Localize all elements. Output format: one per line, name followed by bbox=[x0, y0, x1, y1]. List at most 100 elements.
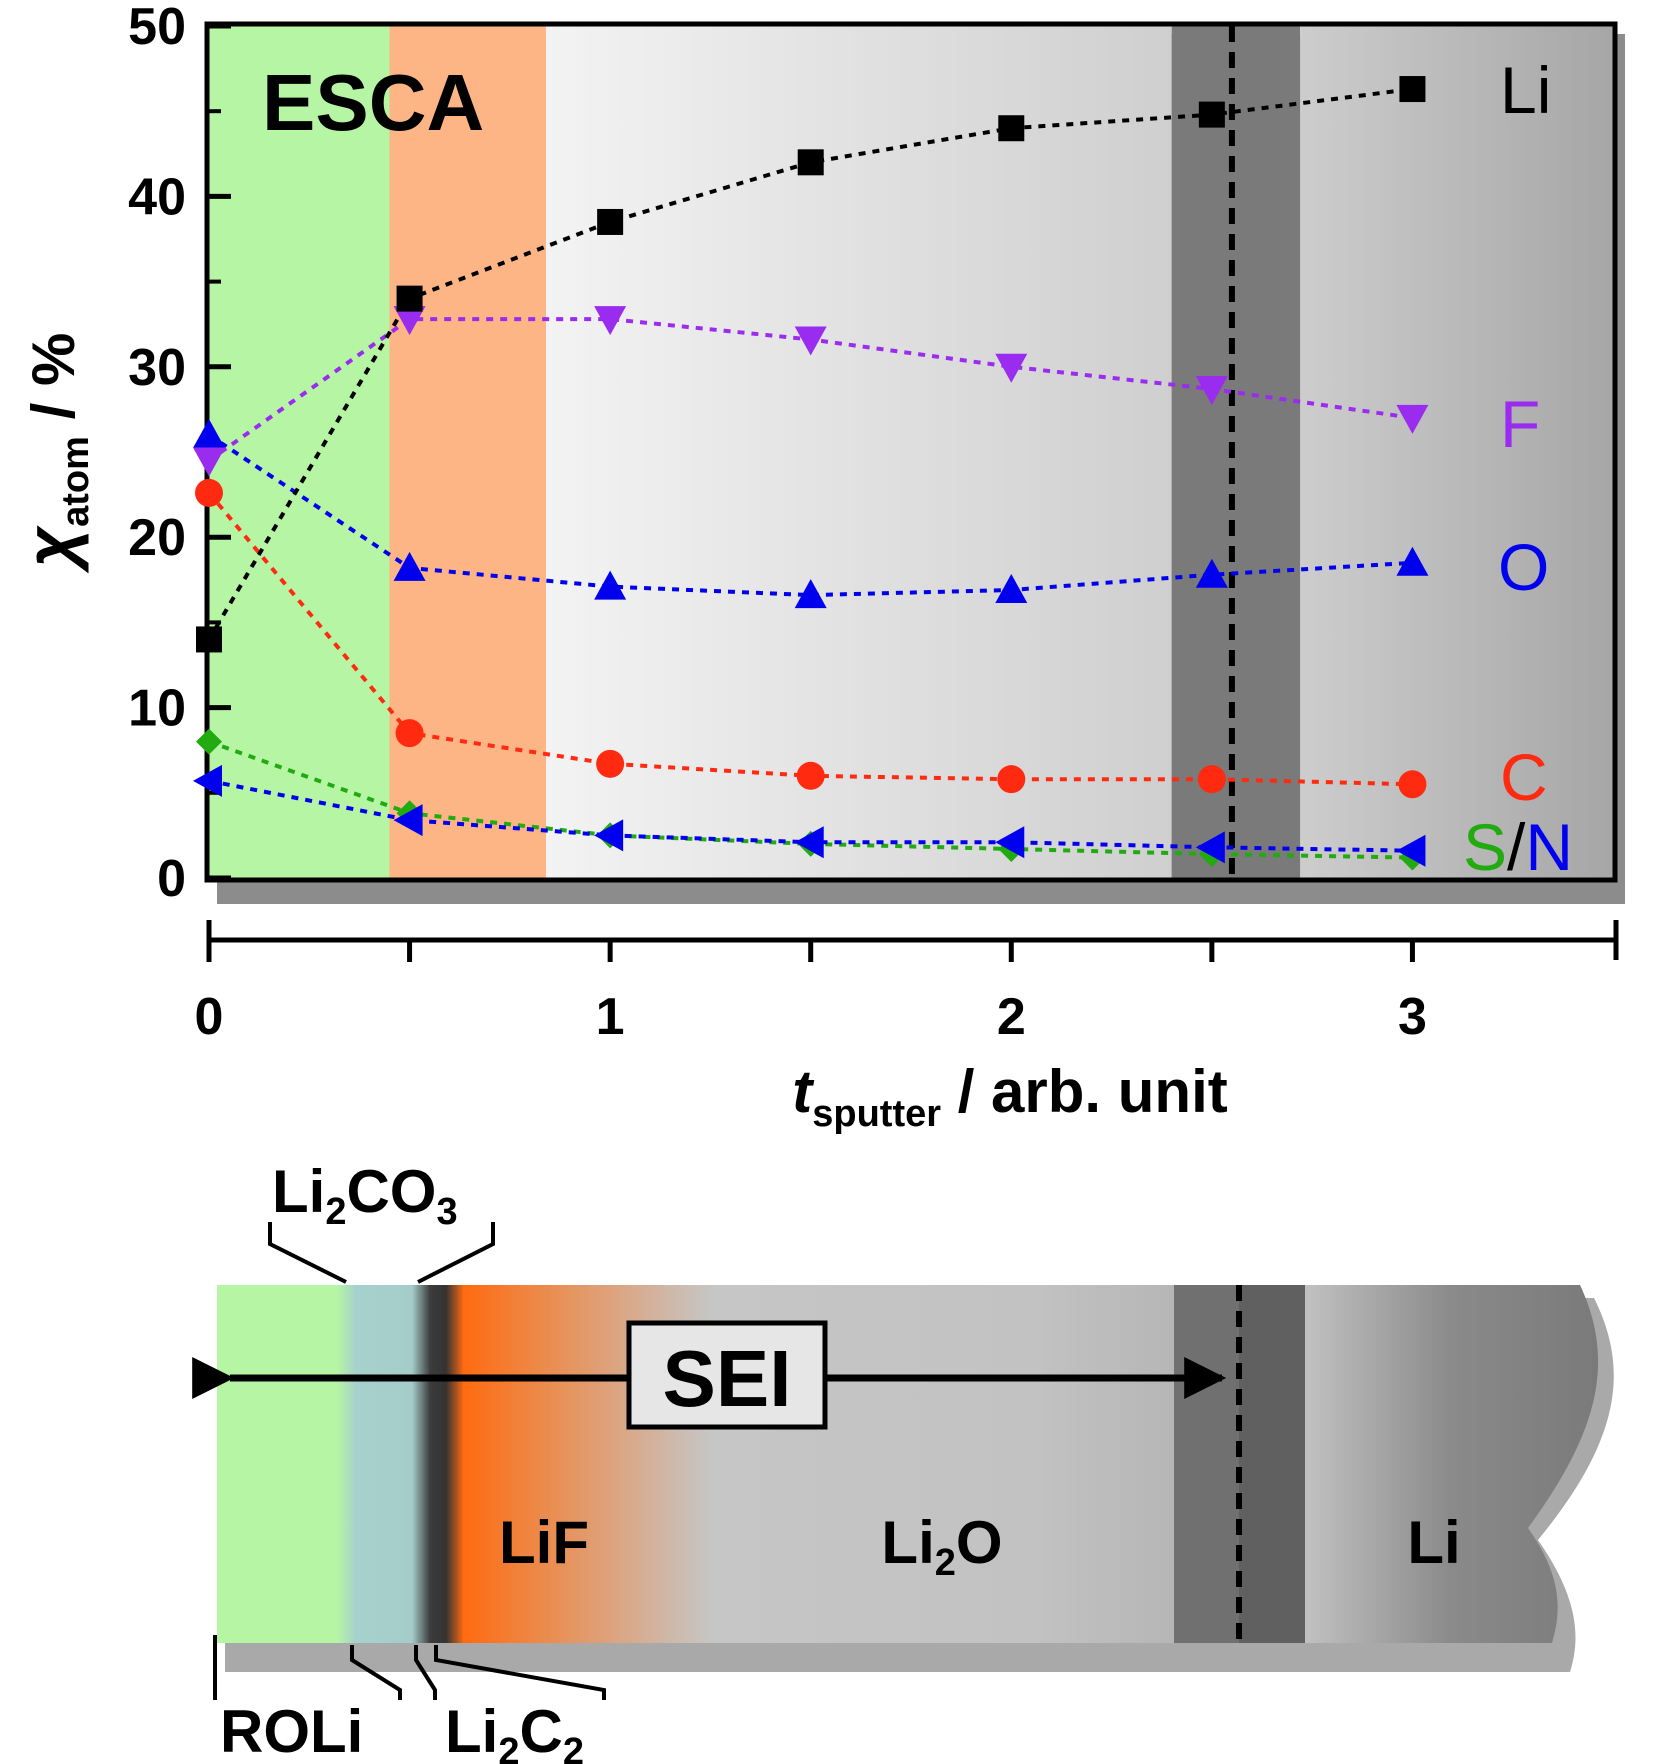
series-label-li: Li bbox=[1500, 53, 1551, 127]
li2c2-label-a: Li bbox=[445, 1698, 498, 1764]
series-label-s: S bbox=[1463, 810, 1507, 884]
x-axis-title-rest: / arb. unit bbox=[941, 1058, 1228, 1125]
sei-label: SEI bbox=[663, 1334, 792, 1423]
data-point-n bbox=[193, 764, 222, 797]
data-point-c bbox=[596, 749, 625, 778]
layer-label-lif: LiF bbox=[499, 1509, 589, 1576]
data-point-s bbox=[196, 728, 222, 755]
y-axis-title-rest: / % bbox=[20, 333, 87, 436]
data-point-o bbox=[794, 579, 827, 609]
y-axis-title: χatom / % bbox=[11, 333, 97, 575]
data-point-n bbox=[1396, 834, 1426, 867]
data-point-n bbox=[794, 826, 824, 859]
region-lif-li2o bbox=[545, 26, 1172, 878]
data-point-c bbox=[195, 478, 223, 507]
y-axis: 0 10 20 30 40 50 bbox=[128, 0, 231, 908]
data-point-f bbox=[794, 326, 827, 356]
data-point-f bbox=[1396, 404, 1429, 434]
layer-li2c2 bbox=[412, 1285, 464, 1643]
data-point-f bbox=[1195, 375, 1228, 405]
x-tick-label: 1 bbox=[596, 988, 625, 1046]
data-point-f bbox=[594, 306, 627, 336]
series-labels: Li F O C S/N bbox=[1463, 53, 1573, 884]
data-point-li bbox=[396, 285, 423, 312]
esca-chart: 0 10 20 30 40 50 0 1 2 3 ESCA Li F O C S/N χatom… bbox=[11, 0, 1625, 1135]
layer-label-li: Li bbox=[1407, 1509, 1460, 1576]
data-point-c bbox=[1398, 770, 1427, 799]
layer-li-metal bbox=[1305, 1285, 1599, 1643]
series-label-s-n: S/N bbox=[1463, 810, 1573, 884]
data-point-c bbox=[997, 765, 1026, 794]
x-tick-label: 3 bbox=[1398, 988, 1427, 1046]
data-point-li bbox=[797, 149, 824, 176]
data-point-n bbox=[995, 826, 1025, 859]
region-li2co3 bbox=[389, 26, 546, 878]
data-point-li bbox=[1399, 76, 1426, 103]
data-point-c bbox=[1197, 765, 1226, 794]
series-label-o: O bbox=[1498, 530, 1549, 604]
li2c2-label: Li2C2 bbox=[445, 1698, 584, 1764]
series-label-f: F bbox=[1500, 387, 1540, 461]
data-point-li bbox=[196, 626, 222, 653]
region-li bbox=[1300, 26, 1613, 878]
series-label-n: N bbox=[1525, 810, 1573, 884]
sei-label-box bbox=[626, 1320, 828, 1430]
y-tick-label: 40 bbox=[128, 168, 186, 226]
region-boundary bbox=[1171, 26, 1301, 878]
layer-label-li2o-main: Li bbox=[881, 1509, 934, 1576]
li2co3-label-c: CO bbox=[346, 1158, 436, 1225]
data-point-o bbox=[594, 570, 627, 600]
data-point-li bbox=[998, 115, 1025, 142]
li2co3-label-a: Li bbox=[272, 1158, 325, 1225]
li2co3-label-b: 2 bbox=[325, 1191, 346, 1233]
li2c2-label-d: 2 bbox=[563, 1731, 584, 1764]
y-tick-label: 50 bbox=[128, 0, 186, 56]
roli-label: ROLi bbox=[220, 1698, 363, 1764]
li2c2-label-c: C bbox=[519, 1698, 562, 1764]
data-point-c bbox=[395, 719, 424, 748]
x-tick-label: 0 bbox=[195, 988, 224, 1046]
layer-boundary-left bbox=[1174, 1285, 1239, 1643]
data-point-f bbox=[393, 306, 426, 336]
data-point-c bbox=[796, 761, 825, 790]
data-point-n bbox=[594, 819, 624, 852]
data-point-f bbox=[193, 447, 225, 477]
layer-strip bbox=[217, 1285, 1599, 1643]
y-axis-title-sub: atom bbox=[55, 436, 97, 527]
series-markers bbox=[193, 76, 1429, 871]
layer-label-li2o: Li2O bbox=[881, 1509, 1002, 1584]
y-tick-label: 10 bbox=[128, 680, 186, 738]
sei-layer-diagram: SEI LiF Li2O Li Li2CO3 ROLi Li2C2 bbox=[192, 1158, 1614, 1764]
roli-li2c2-brackets bbox=[213, 1635, 606, 1700]
layer-label-li2o-sub: 2 bbox=[935, 1542, 956, 1584]
data-point-o bbox=[393, 551, 426, 581]
y-tick-label: 0 bbox=[157, 850, 186, 908]
data-point-o bbox=[193, 418, 225, 448]
li2c2-label-b: 2 bbox=[498, 1731, 519, 1764]
layer-li2co3 bbox=[337, 1285, 413, 1643]
x-tick-label: 2 bbox=[997, 988, 1026, 1046]
data-point-o bbox=[995, 574, 1028, 604]
data-point-f bbox=[995, 353, 1028, 383]
series-label-c: C bbox=[1500, 740, 1548, 814]
series-label-separator: / bbox=[1507, 810, 1526, 884]
li2co3-bracket bbox=[268, 1222, 495, 1284]
x-axis: 0 1 2 3 bbox=[195, 920, 1619, 1046]
li2co3-label-d: 3 bbox=[436, 1191, 457, 1233]
y-axis-title-main: χ bbox=[11, 524, 89, 574]
x-axis-title-main: t bbox=[792, 1058, 815, 1125]
y-tick-label: 20 bbox=[128, 509, 186, 567]
y-tick-label: 30 bbox=[128, 339, 186, 397]
data-point-o bbox=[1195, 558, 1228, 588]
data-point-n bbox=[1195, 831, 1225, 864]
data-point-li bbox=[597, 208, 624, 235]
data-point-li bbox=[1198, 101, 1225, 128]
layer-roli bbox=[217, 1285, 347, 1643]
plot-region-backgrounds bbox=[209, 26, 1613, 878]
layer-label-li2o-rest: O bbox=[956, 1509, 1003, 1576]
data-point-o bbox=[1396, 546, 1429, 576]
x-axis-title-sub: sputter bbox=[812, 1093, 941, 1135]
region-roli bbox=[209, 26, 390, 878]
li2co3-label: Li2CO3 bbox=[272, 1158, 458, 1233]
